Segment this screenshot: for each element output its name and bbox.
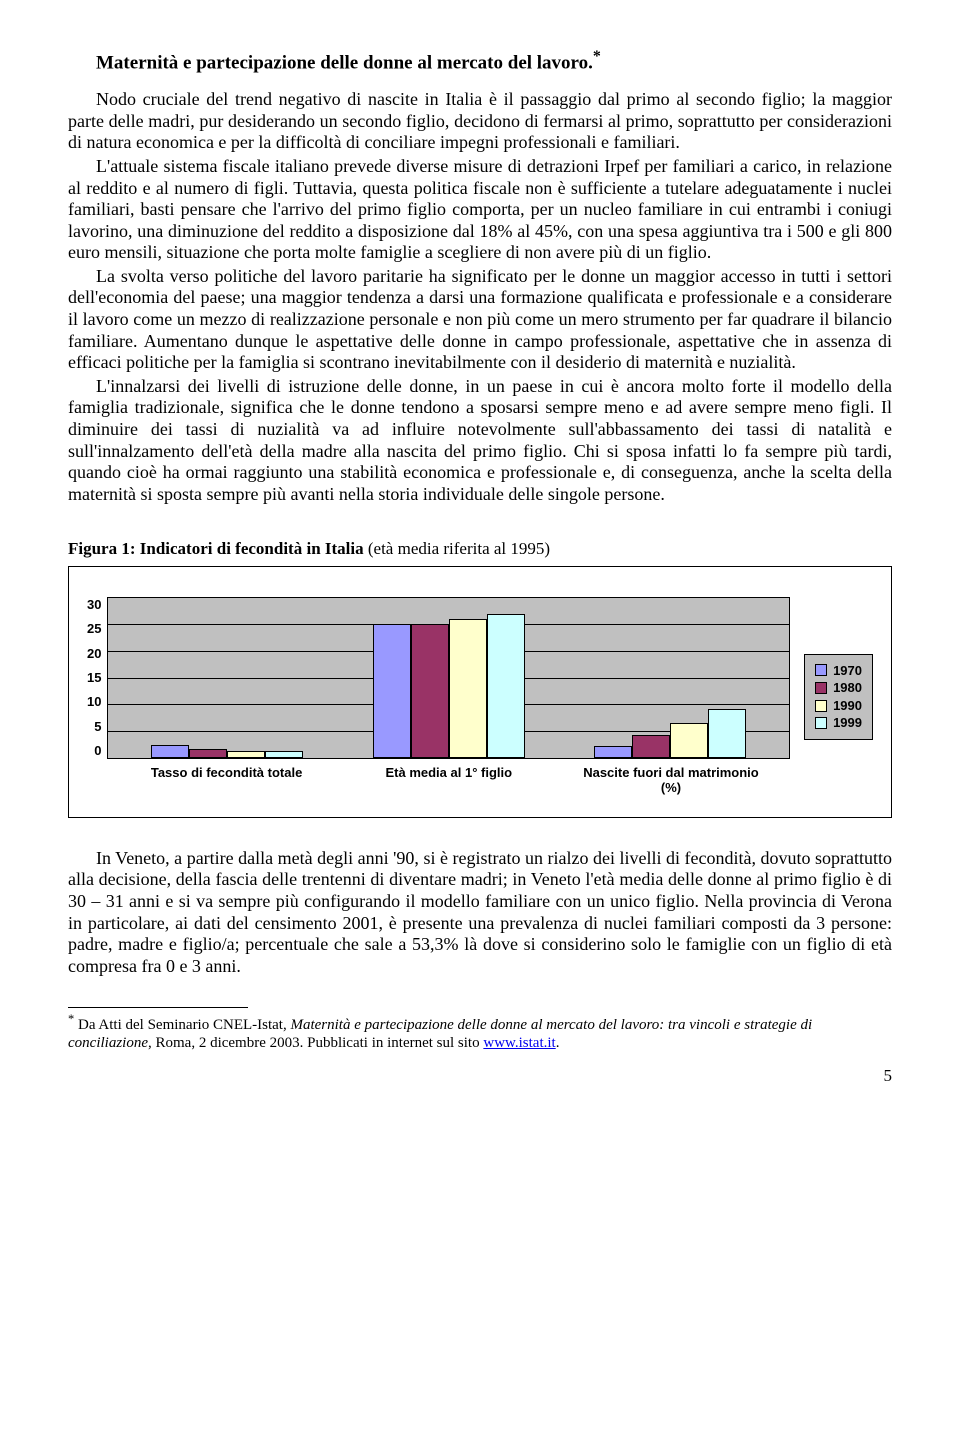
body-paragraph: La svolta verso politiche del lavoro par… [68, 266, 892, 374]
page-number: 5 [68, 1066, 892, 1086]
bar-group [356, 614, 542, 758]
legend-item: 1980 [815, 680, 862, 696]
bar-group [577, 709, 763, 758]
chart-x-labels: Tasso di fecondità totale Età media al 1°… [107, 765, 790, 796]
legend-label: 1990 [833, 698, 862, 714]
figure-caption-bold: Figura 1: Indicatori di fecondità in Ita… [68, 539, 364, 558]
bar [265, 751, 303, 757]
page-title: Maternità e partecipazione delle donne a… [68, 48, 892, 75]
bar [373, 624, 411, 757]
y-tick-label: 15 [87, 670, 101, 686]
footnote-text: Da Atti del Seminario CNEL-Istat, [74, 1017, 290, 1033]
footnote: * Da Atti del Seminario CNEL-Istat, Mate… [68, 1012, 892, 1052]
y-tick-label: 25 [87, 621, 101, 637]
bar [708, 709, 746, 758]
chart-y-axis: 30 25 20 15 10 5 0 [87, 597, 107, 759]
legend-item: 1990 [815, 698, 862, 714]
body-paragraph: Nodo cruciale del trend negativo di nasc… [68, 89, 892, 154]
footnote-text: , Roma, 2 dicembre 2003. Pubblicati in i… [148, 1035, 483, 1051]
bar [449, 619, 487, 758]
legend-item: 1970 [815, 663, 862, 679]
bar [670, 723, 708, 758]
bar [151, 745, 189, 758]
bar [487, 614, 525, 758]
footnote-link[interactable]: www.istat.it [483, 1035, 555, 1051]
x-tick-label: Età media al 1° figlio [355, 765, 542, 796]
footnote-separator [68, 1007, 248, 1008]
figure-caption: Figura 1: Indicatori di fecondità in Ita… [68, 539, 892, 559]
legend-swatch [815, 682, 827, 694]
x-tick-label: Nascite fuori dal matrimonio (%) [578, 765, 765, 796]
body-paragraph: L'attuale sistema fiscale italiano preve… [68, 156, 892, 264]
y-tick-label: 5 [94, 719, 101, 735]
chart-container: 30 25 20 15 10 5 0 Tasso di fecondità totale Et… [68, 566, 892, 818]
bar [411, 624, 449, 757]
legend-item: 1999 [815, 715, 862, 731]
legend-label: 1980 [833, 680, 862, 696]
body-paragraph: L'innalzarsi dei livelli di istruzione d… [68, 376, 892, 506]
chart-legend: 19701980 19901999 [804, 654, 873, 740]
legend-swatch [815, 717, 827, 729]
chart-plot-area [107, 597, 790, 759]
legend-swatch [815, 664, 827, 676]
y-tick-label: 20 [87, 646, 101, 662]
legend-label: 1999 [833, 715, 862, 731]
title-footnote-marker: * [593, 48, 601, 65]
legend-label: 1970 [833, 663, 862, 679]
legend-swatch [815, 700, 827, 712]
figure-caption-paren: (età media riferita al 1995) [364, 539, 550, 558]
bar [632, 735, 670, 758]
bar-group [134, 745, 320, 758]
y-tick-label: 0 [94, 743, 101, 759]
body-paragraph: In Veneto, a partire dalla metà degli an… [68, 848, 892, 978]
bar [227, 751, 265, 758]
bar [189, 749, 227, 758]
y-tick-label: 10 [87, 694, 101, 710]
x-tick-label: Tasso di fecondità totale [133, 765, 320, 796]
title-text: Maternità e partecipazione delle donne a… [96, 52, 593, 73]
y-tick-label: 30 [87, 597, 101, 613]
footnote-text: . [556, 1035, 560, 1051]
bar [594, 746, 632, 758]
